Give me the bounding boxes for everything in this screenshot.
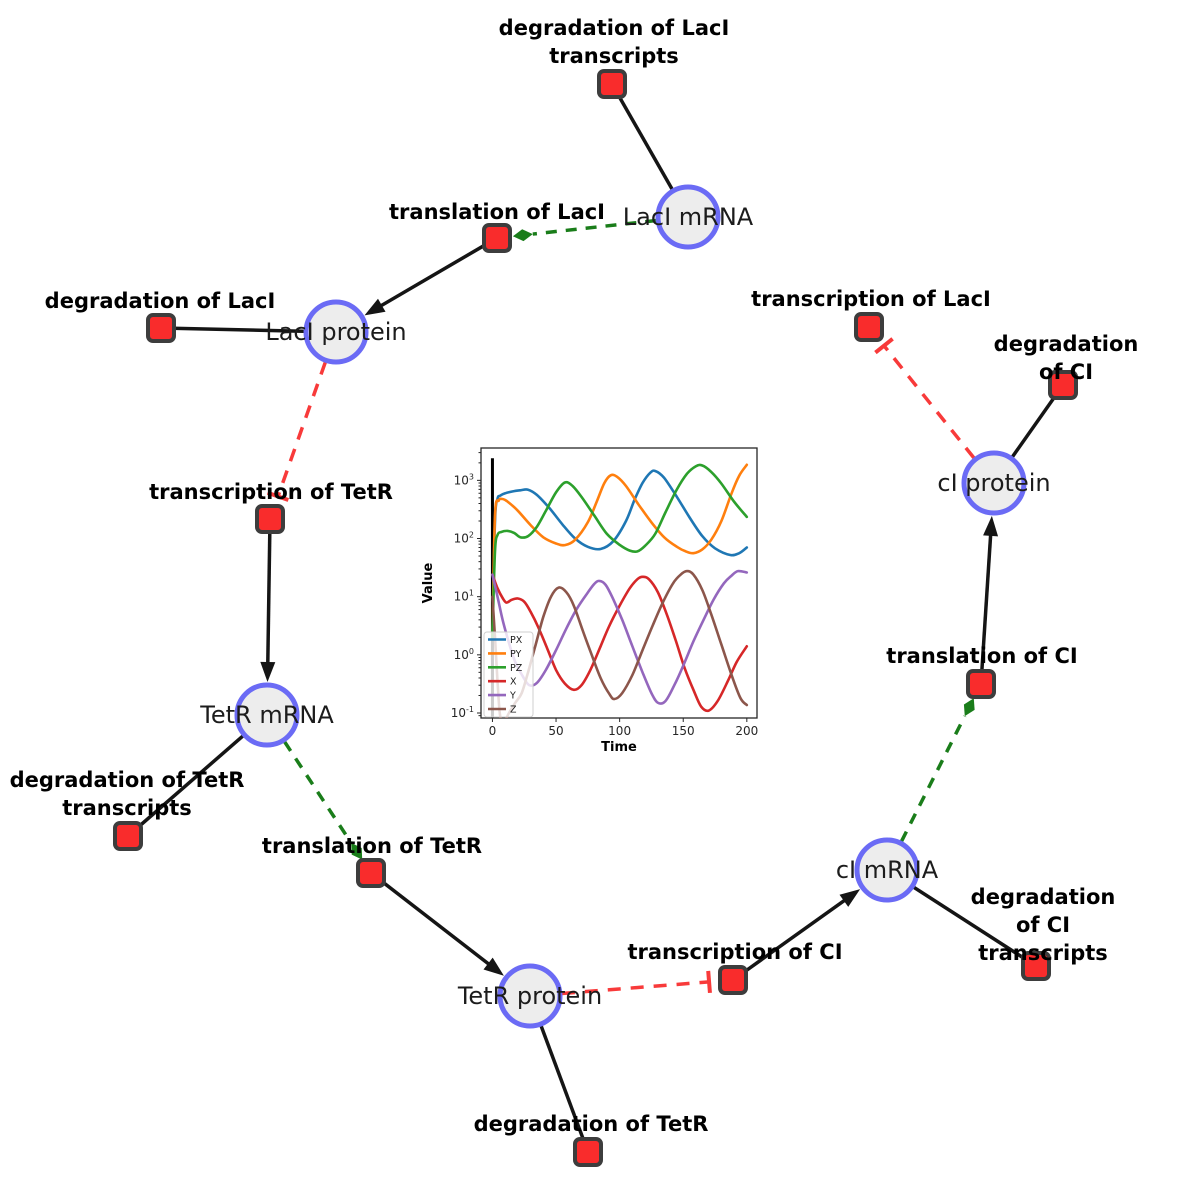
series-line-X bbox=[491, 573, 749, 713]
reaction-node-transcription-of-tetr bbox=[255, 504, 285, 534]
arrowhead-icon bbox=[260, 661, 276, 683]
reaction-node-transcription-of-ci bbox=[718, 965, 748, 995]
legend-entry-PZ: PZ bbox=[510, 663, 523, 674]
series-line-PY bbox=[491, 463, 749, 639]
edge-inhibition-laci-protein-to-transcription-of-tetr bbox=[266, 361, 327, 502]
reaction-node-degradation-of-tetr-transcripts bbox=[113, 821, 143, 851]
species-node-laci-mrna bbox=[655, 184, 721, 250]
species-node-ci-mrna bbox=[854, 837, 920, 903]
edge-inhibition-tetr-protein-to-transcription-of-ci bbox=[561, 970, 712, 996]
reaction-node-degradation-of-laci-transcripts bbox=[597, 69, 627, 99]
edge-production-transcription-of-ci-to-ci-mrna bbox=[743, 889, 861, 974]
diamond-arrowhead-icon bbox=[512, 229, 533, 242]
y-axis-label: Value bbox=[421, 562, 436, 603]
reaction-node-degradation-of-tetr bbox=[573, 1137, 603, 1167]
timecourse-plot: 0 50 100 150 20010310210110010-1TimeValuePXP… bbox=[421, 447, 758, 755]
inhibition-bar-icon bbox=[874, 337, 894, 355]
y-tick-label: 103 bbox=[454, 472, 474, 487]
edge-production-translation-of-tetr-to-tetr-protein bbox=[381, 880, 504, 976]
legend-entry-PY: PY bbox=[510, 649, 522, 660]
reaction-node-translation-of-laci bbox=[482, 223, 512, 253]
y-tick-label: 10-1 bbox=[451, 705, 474, 720]
diamond-arrowhead-icon bbox=[963, 698, 975, 717]
legend: PX PY PZ XYZ bbox=[483, 631, 534, 718]
series-line-PZ bbox=[491, 463, 749, 639]
x-tick-label: 150 bbox=[672, 724, 695, 738]
x-tick-label: 50 bbox=[548, 724, 563, 738]
y-tick-label: 100 bbox=[454, 647, 474, 662]
legend-entry-PX: PX bbox=[510, 635, 523, 646]
x-tick-label: 200 bbox=[735, 724, 758, 738]
x-axis-label: Time bbox=[601, 740, 637, 755]
inhibition-bar-icon bbox=[266, 490, 290, 502]
edge-modifier-tetr-mrna-to-translation-of-tetr bbox=[283, 740, 363, 860]
reaction-node-degradation-of-ci bbox=[1048, 370, 1078, 400]
edge-modifier-laci-mrna-to-translation-of-laci bbox=[512, 218, 657, 242]
reaction-node-transcription-of-laci bbox=[854, 312, 884, 342]
reaction-node-degradation-of-ci-transcripts bbox=[1021, 951, 1051, 981]
x-tick-label: 0 bbox=[489, 724, 497, 738]
species-node-laci-protein bbox=[303, 299, 369, 365]
edge-inhibition-ci-protein-to-transcription-of-laci bbox=[874, 337, 976, 460]
edge-modifier-ci-mrna-to-translation-of-ci bbox=[899, 698, 975, 843]
species-node-tetr-protein bbox=[497, 963, 563, 1029]
inhibition-bar-icon bbox=[706, 970, 712, 994]
diamond-arrowhead-icon bbox=[351, 842, 363, 860]
nodes-layer bbox=[113, 69, 1078, 1167]
y-tick-label: 101 bbox=[454, 589, 474, 604]
legend-entry-Z: Z bbox=[510, 705, 517, 716]
edges-layer bbox=[126, 83, 1065, 1153]
edge-production-translation-of-ci-to-ci-protein bbox=[980, 515, 999, 671]
x-tick-label: 100 bbox=[608, 724, 631, 738]
arrowhead-icon bbox=[839, 889, 861, 907]
arrowhead-icon bbox=[983, 515, 999, 537]
legend-entry-Y: Y bbox=[509, 691, 516, 702]
y-tick-label: 102 bbox=[454, 531, 474, 546]
reaction-node-translation-of-ci bbox=[966, 669, 996, 699]
reaction-node-translation-of-tetr bbox=[356, 858, 386, 888]
arrowhead-icon bbox=[483, 957, 504, 976]
species-node-ci-protein bbox=[961, 450, 1027, 516]
series-line-PX bbox=[491, 469, 749, 639]
edge-production-translation-of-laci-to-laci-protein bbox=[364, 243, 486, 316]
legend-entry-X: X bbox=[510, 677, 517, 688]
species-node-tetr-mrna bbox=[234, 682, 300, 748]
edge-production-transcription-of-tetr-to-tetr-mrna bbox=[260, 532, 276, 683]
arrowhead-icon bbox=[364, 298, 386, 316]
reaction-node-degradation-of-laci bbox=[146, 313, 176, 343]
